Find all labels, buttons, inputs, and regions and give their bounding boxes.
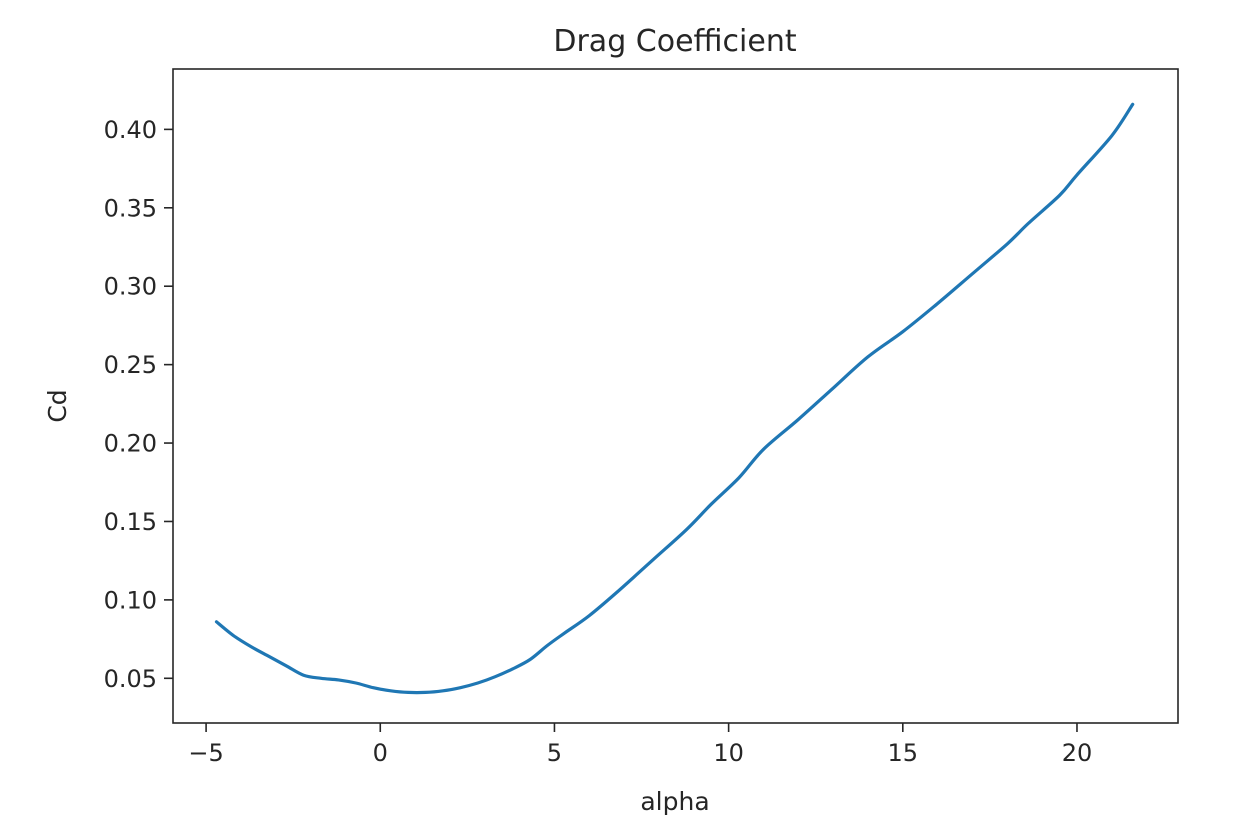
y-tick-label: 0.10 — [104, 586, 157, 614]
y-axis-label: Cd — [43, 389, 72, 422]
x-tick-label: 20 — [1062, 739, 1093, 767]
y-axis: 0.05 0.10 0.15 0.20 0.25 0.30 0.35 0.40 — [104, 116, 173, 693]
y-tick-label: 0.15 — [104, 508, 157, 536]
plot-frame — [172, 68, 1179, 724]
y-tick-label: 0.05 — [104, 665, 157, 693]
x-tick-label: 15 — [888, 739, 919, 767]
y-tick-label: 0.30 — [104, 273, 157, 301]
y-tick-label: 0.35 — [104, 194, 157, 222]
x-axis: −5 0 5 10 15 20 — [188, 723, 1092, 767]
y-tick-label: 0.40 — [104, 116, 157, 144]
chart-title: Drag Coefficient — [553, 24, 796, 59]
cd-series-line — [214, 102, 1135, 695]
series-layer — [214, 102, 1135, 695]
x-tick-label: 5 — [547, 739, 562, 767]
x-axis-label: alpha — [640, 787, 709, 816]
x-tick-label: 10 — [713, 739, 744, 767]
x-tick-label: −5 — [188, 739, 223, 767]
y-tick-label: 0.25 — [104, 351, 157, 379]
x-tick-label: 0 — [373, 739, 388, 767]
y-tick-label: 0.20 — [104, 430, 157, 458]
